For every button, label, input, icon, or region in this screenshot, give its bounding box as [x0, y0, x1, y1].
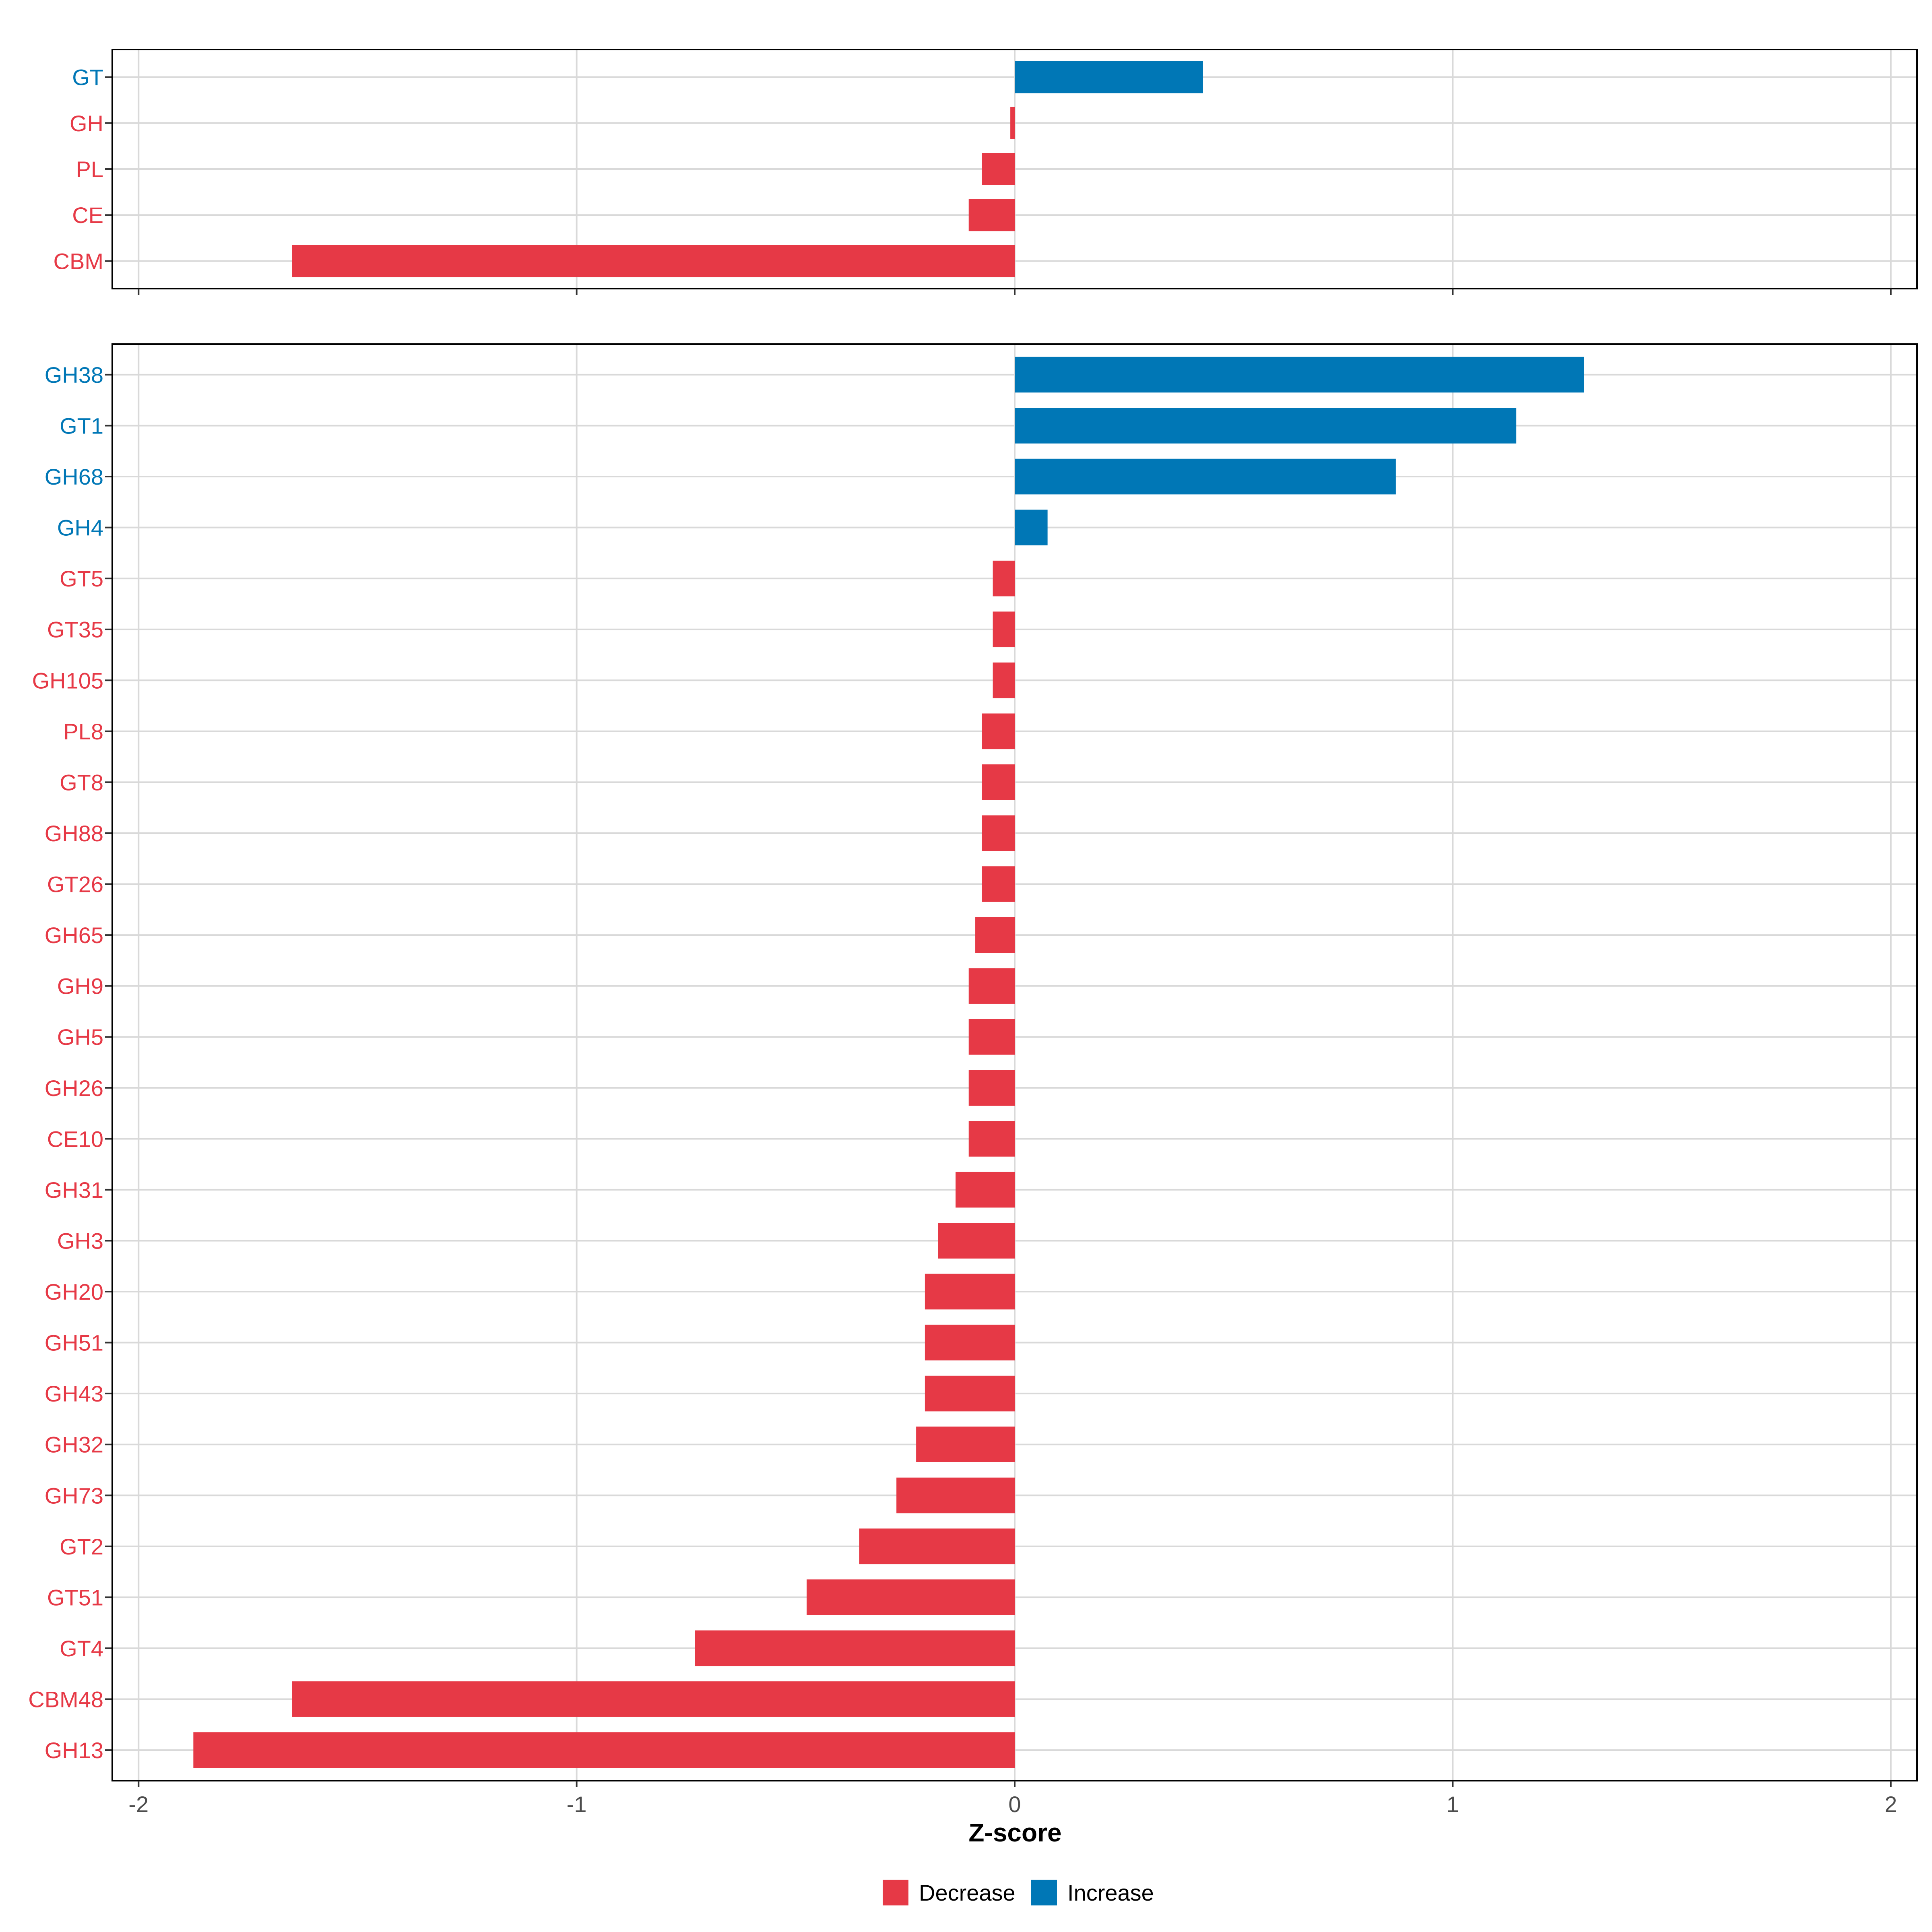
y-tick-label: GH13 — [45, 1738, 103, 1763]
legend-label-increase: Increase — [1067, 1880, 1154, 1905]
y-tick-label: GH26 — [45, 1075, 103, 1101]
y-tick-label: GT35 — [47, 617, 103, 642]
y-tick-label: PL8 — [63, 719, 103, 744]
bar-gt51 — [807, 1579, 1015, 1615]
bar-gh31 — [956, 1172, 1015, 1208]
bar-gh43 — [925, 1375, 1015, 1412]
y-tick-label: GH3 — [57, 1228, 103, 1253]
bar-gt35 — [993, 611, 1015, 648]
y-tick-label: GH9 — [57, 974, 103, 999]
y-tick-label: GH68 — [45, 464, 103, 489]
bar-gt26 — [982, 866, 1015, 902]
y-tick-label: GH32 — [45, 1432, 103, 1457]
y-tick-label: CE10 — [47, 1126, 103, 1152]
bar-gh105 — [993, 663, 1015, 698]
bar-gt1 — [1015, 408, 1517, 444]
y-tick-label: GH43 — [45, 1381, 103, 1406]
legend-swatch-decrease — [883, 1880, 908, 1905]
bar-cbm48 — [292, 1681, 1015, 1717]
y-tick-label: GH65 — [45, 923, 103, 948]
bar-pl — [982, 153, 1015, 185]
y-tick-label: GT4 — [60, 1636, 103, 1661]
bar-gh88 — [982, 815, 1015, 851]
x-tick-label: 1 — [1447, 1792, 1459, 1817]
legend-swatch-increase — [1031, 1880, 1057, 1905]
y-tick-label: GH — [70, 111, 103, 136]
y-tick-label: GH31 — [45, 1177, 103, 1203]
bar-gh32 — [916, 1426, 1015, 1462]
bar-ce10 — [968, 1121, 1015, 1157]
bar-gh5 — [968, 1019, 1015, 1055]
bar-gh38 — [1015, 357, 1584, 393]
panel-bottom: GH38 GT1 GH68 GH4 GT5 GT35 GH105 PL8 GT8 GH88 GT26… — [28, 343, 1918, 1817]
y-tick-label: GH105 — [32, 668, 103, 693]
panel-top: GT GH PL CE CBM — [54, 49, 1918, 295]
x-tick-label: -1 — [567, 1792, 587, 1817]
bar-gh20 — [925, 1274, 1015, 1310]
legend: Decrease Increase — [883, 1880, 1154, 1905]
y-tick-label: GT26 — [47, 872, 103, 897]
y-tick-label: CBM — [54, 248, 103, 274]
bar-gh4 — [1015, 510, 1048, 545]
x-tick-label: -2 — [128, 1792, 149, 1817]
bar-gh26 — [968, 1070, 1015, 1106]
bar-gh68 — [1015, 458, 1396, 495]
y-tick-label: GH20 — [45, 1279, 103, 1305]
bar-gh73 — [896, 1477, 1015, 1513]
bar-gh13 — [193, 1732, 1015, 1768]
x-tick-label: 2 — [1885, 1792, 1897, 1817]
y-tick-label: GH51 — [45, 1330, 103, 1356]
y-tick-label: GT — [72, 65, 103, 90]
y-tick-label: GH38 — [45, 362, 103, 388]
y-tick-label: CBM48 — [28, 1687, 103, 1712]
bar-gt2 — [859, 1528, 1015, 1565]
bar-gt — [1015, 61, 1203, 93]
bar-ce — [968, 199, 1015, 231]
y-tick-label: GT51 — [47, 1585, 103, 1610]
x-axis-label: Z-score — [968, 1818, 1061, 1847]
bar-gt4 — [695, 1630, 1015, 1666]
bar-gh9 — [968, 968, 1015, 1004]
bar-gt5 — [993, 560, 1015, 597]
y-tick-label: GH4 — [57, 515, 103, 541]
bar-gt8 — [982, 764, 1015, 800]
y-tick-label: GT2 — [60, 1534, 103, 1559]
y-tick-label: GT5 — [60, 566, 103, 591]
bar-gh3 — [938, 1223, 1015, 1259]
y-tick-label: GH73 — [45, 1483, 103, 1508]
y-tick-label: GT1 — [60, 413, 103, 438]
bar-pl8 — [982, 713, 1015, 749]
bar-gh51 — [925, 1325, 1015, 1360]
y-tick-label: PL — [76, 157, 104, 182]
y-tick-label: GT8 — [60, 770, 103, 795]
bar-gh65 — [975, 917, 1015, 953]
bar-gh — [1010, 107, 1015, 139]
y-tick-label: GH88 — [45, 821, 103, 846]
y-tick-label: GH5 — [57, 1024, 103, 1050]
legend-label-decrease: Decrease — [919, 1880, 1016, 1905]
bar-cbm — [292, 245, 1015, 277]
y-tick-label: CE — [72, 202, 103, 228]
x-tick-label: 0 — [1008, 1792, 1021, 1817]
